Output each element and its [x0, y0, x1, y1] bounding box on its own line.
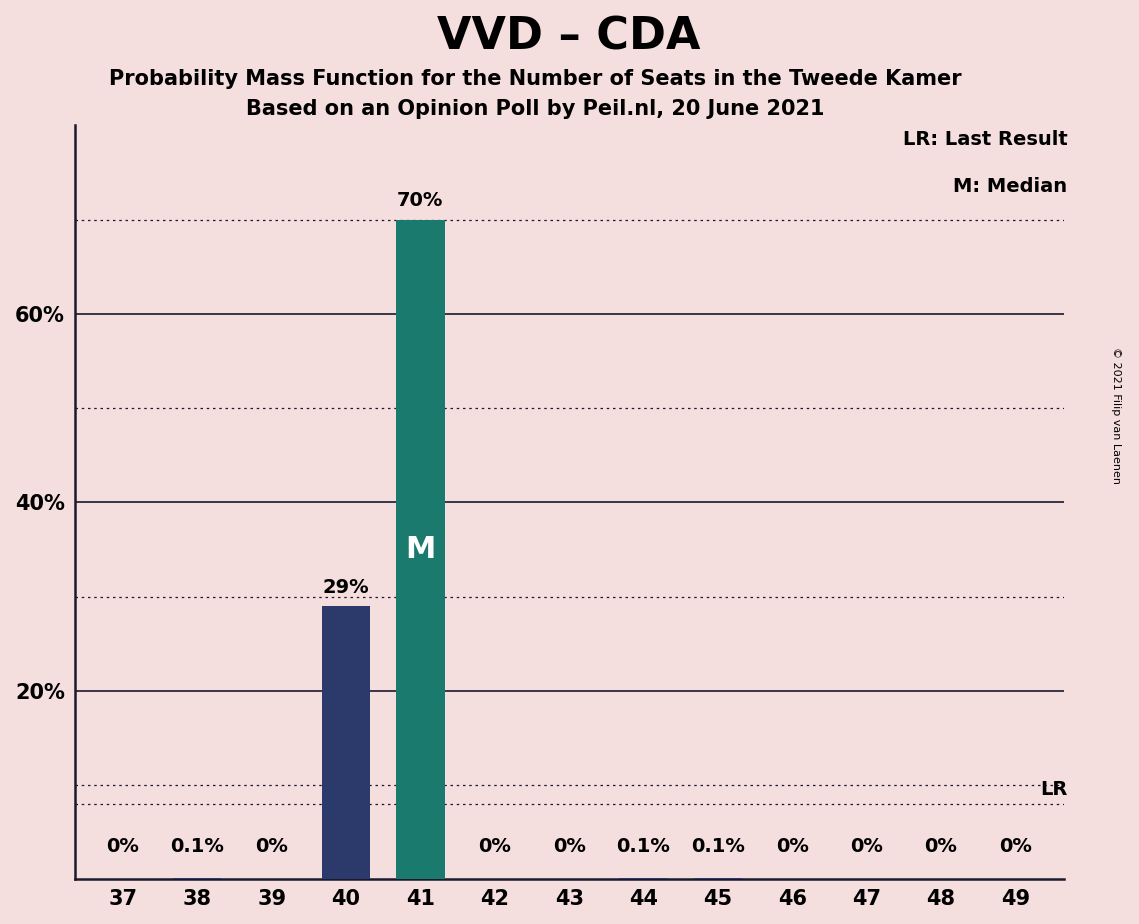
Text: 0%: 0%	[999, 837, 1032, 856]
Text: 29%: 29%	[322, 578, 369, 597]
Text: 0%: 0%	[850, 837, 883, 856]
Text: 0.1%: 0.1%	[616, 837, 671, 856]
Text: 70%: 70%	[398, 191, 443, 210]
Text: 0%: 0%	[478, 837, 511, 856]
Text: 0%: 0%	[776, 837, 809, 856]
Text: 0%: 0%	[552, 837, 585, 856]
Bar	[322, 606, 370, 880]
Text: LR: Last Result: LR: Last Result	[903, 130, 1067, 149]
Title: VVD – CDA: VVD – CDA	[437, 15, 700, 58]
Text: 0.1%: 0.1%	[691, 837, 745, 856]
Text: 0%: 0%	[255, 837, 288, 856]
Text: LR: LR	[1040, 780, 1067, 799]
Bar	[396, 220, 444, 880]
Text: © 2021 Filip van Laenen: © 2021 Filip van Laenen	[1112, 347, 1121, 484]
Text: M: Median: M: Median	[953, 177, 1067, 196]
Text: Based on an Opinion Poll by Peil.nl, 20 June 2021: Based on an Opinion Poll by Peil.nl, 20 …	[246, 99, 825, 119]
Bar	[620, 879, 667, 880]
Text: M: M	[405, 535, 435, 564]
Text: 0%: 0%	[925, 837, 958, 856]
Text: Probability Mass Function for the Number of Seats in the Tweede Kamer: Probability Mass Function for the Number…	[109, 69, 961, 90]
Text: 0%: 0%	[107, 837, 139, 856]
Text: 0.1%: 0.1%	[171, 837, 224, 856]
Bar	[173, 879, 221, 880]
Bar	[694, 879, 743, 880]
